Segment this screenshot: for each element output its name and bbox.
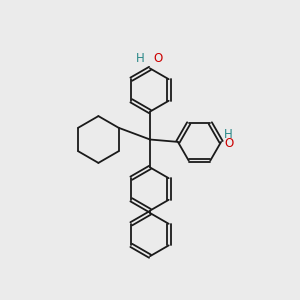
- Text: H: H: [136, 52, 145, 65]
- Text: O: O: [224, 137, 233, 150]
- Text: H: H: [224, 128, 233, 141]
- Text: O: O: [153, 52, 162, 65]
